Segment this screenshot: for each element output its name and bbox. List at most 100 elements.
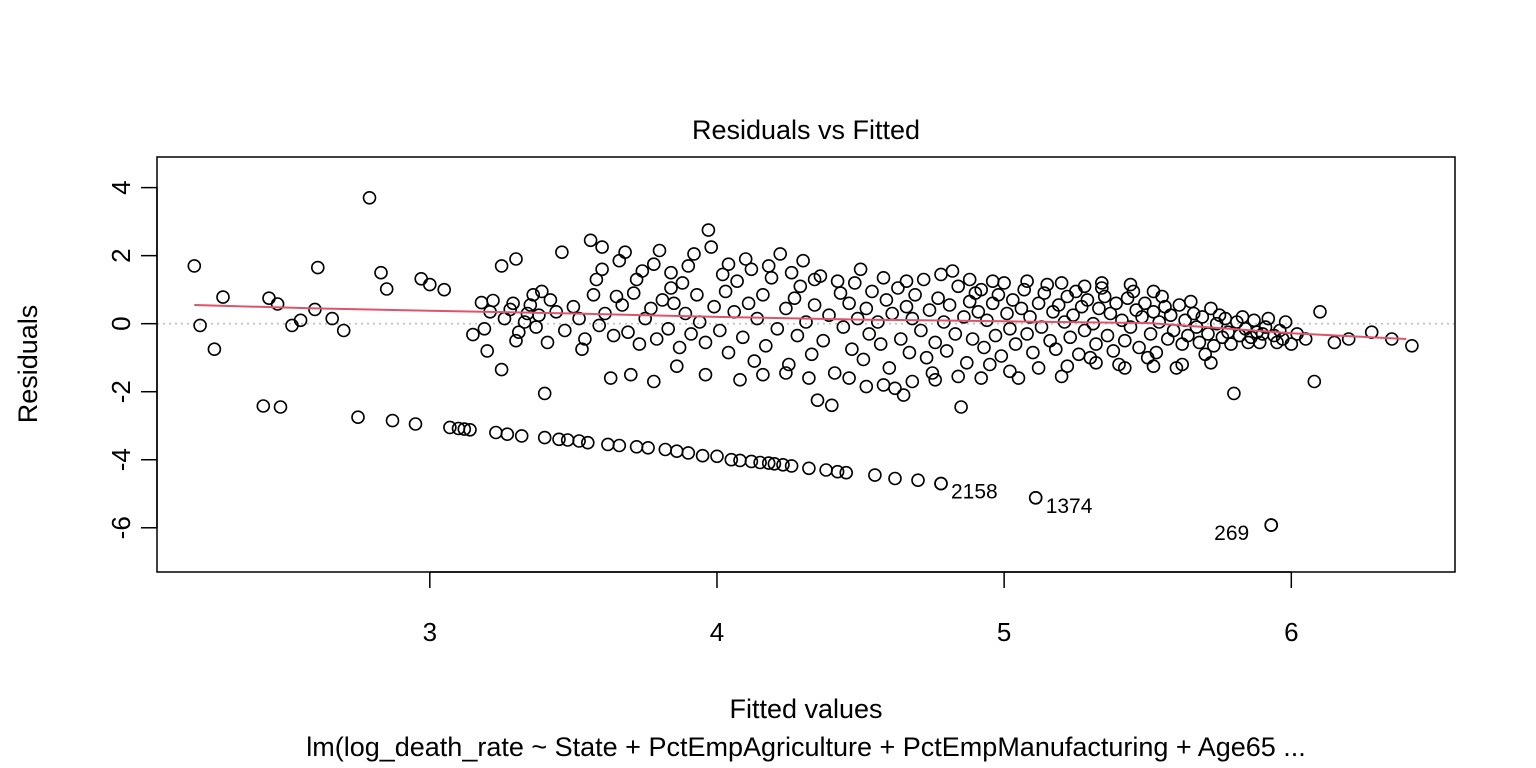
- data-point: [962, 294, 977, 309]
- data-point: [891, 281, 905, 295]
- model-formula-subtitle: lm(log_death_rate ~ State + PctEmpAgricu…: [306, 732, 1306, 762]
- data-point: [1031, 296, 1046, 311]
- data-point: [351, 410, 365, 425]
- x-axis: 3 4 5 6: [423, 571, 1299, 647]
- x-tick-label: 6: [1284, 617, 1298, 647]
- data-point: [1077, 279, 1092, 294]
- data-point: [1000, 306, 1014, 321]
- data-point: [868, 468, 882, 482]
- data-point: [273, 400, 288, 414]
- data-point: [1258, 320, 1273, 334]
- data-point: [1207, 338, 1221, 353]
- data-point: [385, 413, 400, 428]
- y-tick-label: 0: [106, 316, 136, 330]
- data-point: [701, 223, 716, 237]
- data-point: [873, 337, 888, 351]
- data-point: [974, 371, 989, 385]
- data-point: [988, 328, 1003, 343]
- data-point: [845, 342, 859, 357]
- data-point: [1008, 337, 1023, 351]
- data-point: [529, 320, 543, 334]
- data-point: [362, 191, 377, 205]
- y-axis-title: Residuals: [13, 305, 43, 424]
- data-point: [586, 287, 601, 302]
- data-point: [1011, 371, 1026, 385]
- data-point: [802, 461, 816, 476]
- data-point: [784, 459, 799, 473]
- data-point: [256, 399, 271, 413]
- data-point: [776, 457, 790, 472]
- data-point: [1003, 321, 1017, 336]
- data-point: [463, 422, 477, 437]
- data-point: [1146, 359, 1161, 374]
- data-point: [669, 359, 684, 374]
- data-point: [1092, 301, 1106, 316]
- data-point: [646, 257, 661, 272]
- data-point: [652, 243, 667, 258]
- data-point: [942, 298, 957, 312]
- data-points: [187, 191, 1419, 532]
- data-point: [957, 310, 971, 324]
- data-point: [681, 446, 696, 460]
- data-point: [836, 320, 851, 334]
- data-point: [583, 233, 598, 248]
- data-point: [612, 438, 627, 453]
- data-point: [509, 333, 523, 348]
- data-point: [793, 279, 808, 294]
- data-point: [1095, 281, 1109, 295]
- data-point: [822, 308, 836, 323]
- data-point: [965, 332, 980, 346]
- data-point: [615, 298, 630, 312]
- data-point: [552, 432, 566, 447]
- data-point: [1089, 355, 1103, 370]
- data-point: [704, 240, 719, 254]
- data-point: [893, 332, 908, 346]
- data-point: [646, 374, 661, 389]
- data-point: [761, 259, 776, 273]
- data-point: [698, 367, 713, 382]
- data-point: [503, 302, 518, 317]
- data-point: [1146, 284, 1161, 299]
- data-point: [572, 311, 586, 326]
- y-tick-label: -2: [106, 380, 136, 403]
- data-point: [1118, 361, 1132, 375]
- data-point: [207, 342, 222, 357]
- data-point: [899, 299, 914, 314]
- data-point: [1109, 296, 1123, 311]
- data-point: [422, 277, 437, 292]
- data-point: [1278, 315, 1293, 329]
- y-tick-label: -4: [106, 448, 136, 471]
- labeled-point: [1264, 518, 1278, 532]
- data-point: [741, 296, 756, 311]
- data-point: [578, 332, 592, 346]
- data-point: [661, 321, 676, 336]
- data-point: [928, 372, 943, 387]
- data-point: [770, 321, 785, 336]
- point-id-label: 269: [1214, 522, 1249, 545]
- data-point: [457, 422, 472, 436]
- data-point: [824, 398, 839, 413]
- data-point: [1020, 327, 1034, 341]
- data-point: [1063, 330, 1077, 345]
- data-point: [477, 321, 492, 336]
- data-point: [649, 332, 664, 346]
- data-point: [325, 311, 340, 326]
- data-point: [1313, 304, 1327, 319]
- data-point: [494, 259, 509, 273]
- data-point: [595, 262, 609, 277]
- point-labels: 2158 1374 269: [934, 476, 1278, 545]
- data-point: [534, 284, 549, 299]
- data-point: [1152, 315, 1166, 329]
- data-point: [1307, 374, 1322, 389]
- data-point: [787, 291, 802, 306]
- data-point: [632, 337, 647, 351]
- data-point: [592, 318, 607, 333]
- data-point: [589, 272, 604, 287]
- data-point: [807, 298, 822, 312]
- data-point: [905, 374, 920, 389]
- data-point: [991, 287, 1006, 302]
- data-point: [543, 293, 558, 307]
- data-point: [1224, 337, 1238, 351]
- data-point: [1143, 327, 1158, 341]
- data-point: [555, 245, 569, 259]
